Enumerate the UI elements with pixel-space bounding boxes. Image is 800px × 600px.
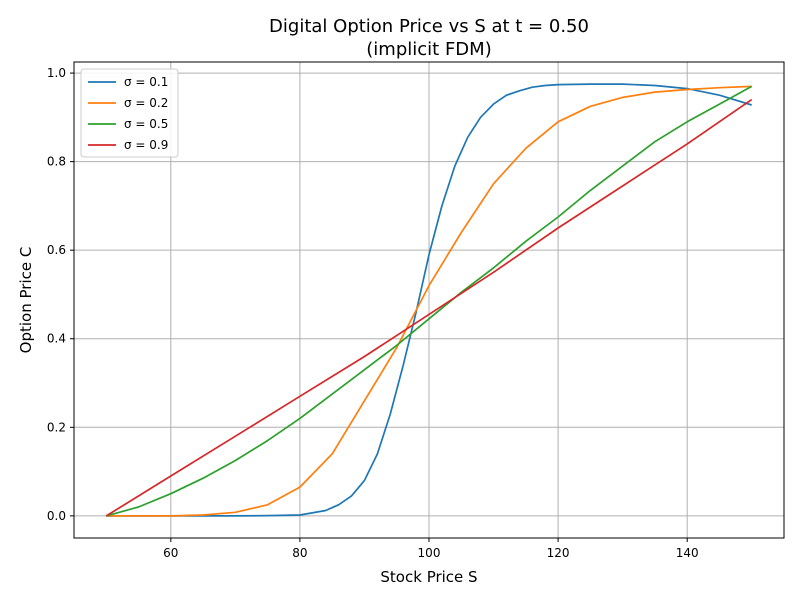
grid: [74, 62, 784, 538]
axis-ticks: 60 80 100 120 140 0.0 0.2 0.4 0.6 0.8 1.0: [47, 66, 699, 560]
y-axis-label: Option Price C: [17, 247, 35, 354]
legend: σ = 0.1 σ = 0.2 σ = 0.5 σ = 0.9: [80, 68, 179, 158]
legend-label-1: σ = 0.2: [124, 96, 168, 110]
series-line-2: [106, 85, 753, 517]
legend-label-3: σ = 0.9: [124, 138, 168, 152]
chart-title-line-2: (implicit FDM): [366, 39, 491, 60]
y-tick-label: 0.2: [47, 420, 66, 434]
x-tick-label: 80: [292, 546, 307, 560]
series-line-0: [106, 83, 752, 517]
series-line-1: [106, 85, 752, 517]
legend-frame: [80, 68, 179, 158]
series-line-3: [105, 98, 753, 517]
chart-title-line-1: Digital Option Price vs S at t = 0.50: [269, 16, 589, 37]
plot-lines: [105, 83, 753, 517]
x-tick-label: 100: [418, 546, 441, 560]
x-tick-label: 120: [547, 546, 570, 560]
y-tick-label: 0.4: [47, 332, 66, 346]
x-axis-label: Stock Price S: [380, 568, 477, 586]
y-tick-label: 1.0: [47, 66, 66, 80]
x-tick-label: 140: [676, 546, 699, 560]
legend-label-2: σ = 0.5: [124, 117, 168, 131]
legend-label-0: σ = 0.1: [124, 75, 168, 89]
x-tick-label: 60: [163, 546, 178, 560]
y-tick-label: 0.0: [47, 509, 66, 523]
y-tick-label: 0.6: [47, 243, 66, 257]
y-tick-label: 0.8: [47, 155, 66, 169]
